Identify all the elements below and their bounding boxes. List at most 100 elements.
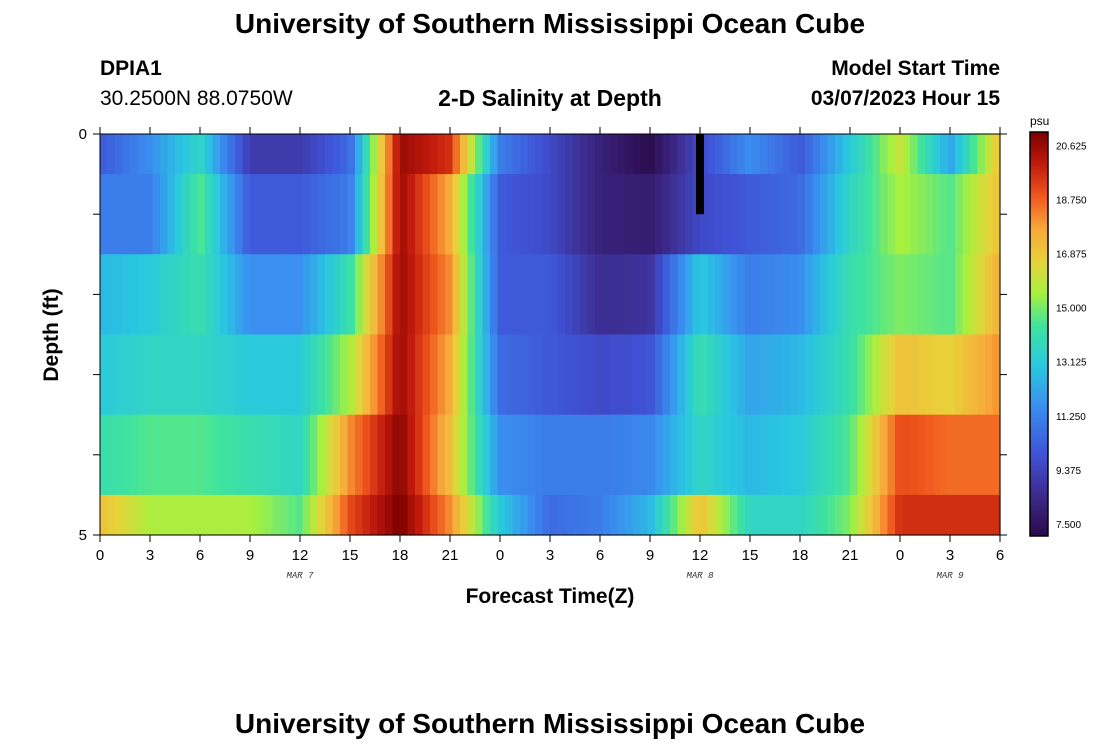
heatmap-cell	[452, 334, 461, 416]
heatmap-cell	[475, 254, 484, 336]
heatmap-cell	[940, 414, 949, 496]
heatmap-cell	[587, 174, 596, 255]
heatmap-cell	[962, 494, 971, 536]
heatmap-cell	[977, 254, 986, 336]
heatmap-cell	[655, 254, 664, 336]
heatmap-cell	[475, 334, 484, 416]
heatmap-cell	[887, 174, 896, 255]
heatmap-cell	[692, 414, 701, 496]
heatmap-cell	[437, 254, 446, 336]
y-axis-ticks: 05	[79, 126, 1007, 544]
heatmap-cell	[925, 414, 934, 496]
heatmap-cell	[182, 134, 191, 175]
heatmap-cell	[317, 174, 326, 255]
heatmap-cell	[107, 174, 116, 255]
heatmap-cell	[595, 174, 604, 255]
heatmap-cell	[235, 414, 244, 496]
heatmap-cell	[407, 494, 416, 536]
heatmap-cell	[130, 494, 139, 536]
heatmap-cell	[490, 134, 499, 175]
heatmap-cell	[152, 134, 161, 175]
heatmap-cell	[310, 414, 319, 496]
heatmap-cell	[640, 494, 649, 536]
heatmap-cell	[775, 134, 784, 175]
heatmap-cell	[392, 494, 401, 536]
heatmap-cell	[265, 254, 274, 336]
heatmap-cell	[497, 174, 506, 255]
heatmap-cell	[632, 134, 641, 175]
heatmap-cell	[107, 334, 116, 416]
heatmap-cell	[197, 494, 206, 536]
heatmap-cell	[737, 134, 746, 175]
heatmap-cell	[250, 254, 259, 336]
heatmap-cell	[452, 254, 461, 336]
colorbar-label: 11.250	[1056, 412, 1086, 423]
heatmap-cell	[640, 414, 649, 496]
heatmap-cell	[580, 334, 589, 416]
heatmap-cell	[902, 334, 911, 416]
heatmap-cell	[460, 494, 469, 536]
colorbar-label: 18.750	[1056, 195, 1087, 206]
heatmap-cell	[430, 254, 439, 336]
heatmap-cell	[872, 174, 881, 255]
heatmap-cell	[790, 494, 799, 536]
heatmap-cell	[992, 414, 1001, 496]
heatmap-cell	[692, 334, 701, 416]
heatmap-cell	[902, 414, 911, 496]
heatmap-cell	[257, 494, 266, 536]
heatmap-cell	[707, 254, 716, 336]
heatmap-cell	[760, 494, 769, 536]
heatmap-cell	[460, 254, 469, 336]
heatmap-cell	[265, 414, 274, 496]
heatmap-cell	[107, 134, 116, 175]
heatmap-cell	[797, 254, 806, 336]
heatmap-cell	[280, 414, 289, 496]
heatmap-cell	[325, 334, 334, 416]
heatmap-cell	[550, 254, 559, 336]
heatmap-cell	[790, 174, 799, 255]
heatmap-cell	[902, 254, 911, 336]
heatmap-cell	[670, 254, 679, 336]
heatmap-cell	[265, 134, 274, 175]
heatmap-cell	[925, 494, 934, 536]
heatmap-cell	[707, 134, 716, 175]
heatmap-cell	[932, 174, 941, 255]
heatmap-cell	[130, 254, 139, 336]
heatmap-cell	[220, 254, 229, 336]
heatmap-cell	[677, 254, 686, 336]
heatmap-cell	[445, 174, 454, 255]
heatmap-cell	[347, 174, 356, 255]
heatmap-cell	[302, 174, 311, 255]
heatmap-cell	[880, 494, 889, 536]
footer-title: University of Southern Mississippi Ocean…	[234, 708, 866, 739]
heatmap-cell	[797, 334, 806, 416]
heatmap-cell	[647, 254, 656, 336]
heatmap-cell	[490, 414, 499, 496]
heatmap-cell	[767, 254, 776, 336]
heatmap-cell	[745, 134, 754, 175]
heatmap-cell	[242, 174, 251, 255]
heatmap-cell	[782, 494, 791, 536]
heatmap-cell	[325, 134, 334, 175]
heatmap-cell	[842, 174, 851, 255]
heatmap-cell	[460, 334, 469, 416]
heatmap-cell	[865, 254, 874, 336]
y-tick-label: 0	[79, 126, 87, 143]
heatmap-cell	[640, 254, 649, 336]
heatmap-cell	[205, 254, 214, 336]
heatmap-cell	[917, 174, 926, 255]
heatmap-cell	[985, 254, 994, 336]
heatmap-cell	[475, 134, 484, 175]
heatmap-cell	[122, 494, 131, 536]
heatmap-cell	[985, 494, 994, 536]
heatmap-cell	[317, 494, 326, 536]
colorbar	[1029, 131, 1049, 537]
heatmap-cell	[115, 134, 124, 175]
heatmap-cell	[220, 174, 229, 255]
heatmap-cell	[955, 174, 964, 255]
heatmap-cell	[827, 134, 836, 175]
heatmap-cell	[437, 414, 446, 496]
colorbar-label: 20.625	[1056, 141, 1087, 152]
heatmap-cell	[707, 414, 716, 496]
heatmap-cell	[707, 494, 716, 536]
